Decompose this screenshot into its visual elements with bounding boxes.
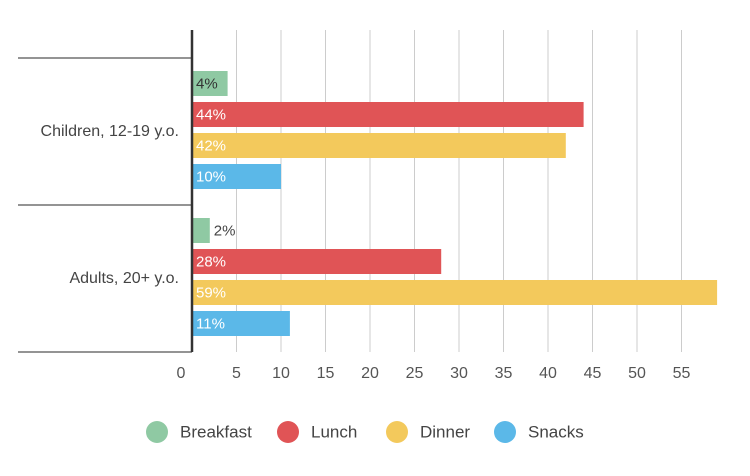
- bar-snacks: [192, 164, 281, 189]
- data-label: 59%: [196, 284, 226, 301]
- x-tick-label: 35: [495, 365, 513, 382]
- x-tick-label: 20: [361, 365, 379, 382]
- legend-swatch-snacks: [494, 421, 516, 443]
- legend-label-dinner: Dinner: [420, 422, 470, 441]
- data-label: 42%: [196, 137, 226, 154]
- data-label: 10%: [196, 168, 226, 185]
- x-tick-label: 10: [272, 365, 290, 382]
- x-tick-label: 25: [406, 365, 424, 382]
- x-tick-label: 15: [317, 365, 335, 382]
- legend-label-snacks: Snacks: [528, 422, 584, 441]
- legend-swatch-lunch: [277, 421, 299, 443]
- legend: Breakfast Lunch Dinner Snacks: [146, 421, 584, 443]
- data-label: 11%: [196, 315, 225, 332]
- bar-dinner: [192, 133, 566, 158]
- data-label: 2%: [214, 222, 236, 239]
- x-tick-label: 0: [177, 365, 186, 382]
- bar-lunch: [192, 249, 442, 274]
- x-tick-label: 5: [232, 365, 241, 382]
- bar-breakfast: [192, 218, 210, 243]
- x-tick-label: 50: [628, 365, 646, 382]
- data-label: 28%: [196, 253, 226, 270]
- legend-swatch-dinner: [386, 421, 408, 443]
- data-label: 44%: [196, 106, 226, 123]
- data-label: 4%: [196, 75, 218, 92]
- bar-snacks: [192, 311, 290, 336]
- axes: 0 5 10 15 20 25 30 35 40 45 50 55 Children, 12-19 y.…: [18, 30, 691, 382]
- legend-swatch-breakfast: [146, 421, 168, 443]
- x-tick-label: 40: [539, 365, 557, 382]
- bar-breakfast: [192, 71, 228, 96]
- legend-label-lunch: Lunch: [311, 422, 357, 441]
- legend-label-breakfast: Breakfast: [180, 422, 252, 441]
- x-tick-label: 30: [450, 365, 468, 382]
- bar-dinner: [192, 280, 718, 305]
- category-label: Children, 12-19 y.o.: [41, 123, 179, 140]
- bars: 4% 44% 42% 10% 2% 28% 59% 11%: [192, 71, 718, 336]
- x-tick-label: 55: [673, 365, 691, 382]
- category-label: Adults, 20+ y.o.: [69, 270, 179, 287]
- x-tick-label: 45: [584, 365, 602, 382]
- bar-lunch: [192, 102, 584, 127]
